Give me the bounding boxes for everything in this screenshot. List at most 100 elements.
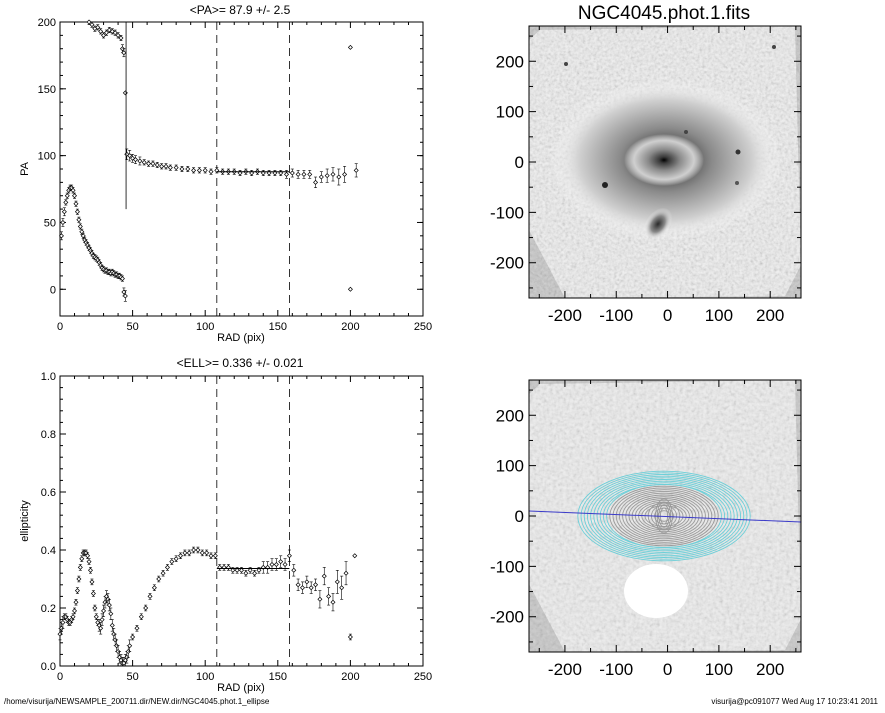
pa-ytick-label: 0 (50, 284, 56, 296)
pa-data-point (318, 174, 324, 180)
ell-data-point (278, 559, 284, 565)
pa-data-point (77, 223, 83, 229)
ell-xtick-label: 150 (269, 671, 287, 683)
ell-data-point (151, 585, 157, 591)
ell-data-point (352, 553, 358, 559)
isophote-ellipse (596, 480, 732, 552)
galaxy-ytick-label: 100 (496, 103, 524, 122)
pa-data-point (330, 171, 336, 177)
pa-data-point (122, 293, 128, 299)
ell-xtick-label: 50 (126, 671, 138, 683)
galaxy-image-axis-ticks: -200 -100 0 100 200 -200 -100 0 100 200 (490, 26, 801, 325)
galaxy-image-panel: NGC4045.phot.1.fits -200 -100 0 100 200-200-… (490, 3, 802, 325)
pa-data-point (159, 163, 165, 169)
isophote-ytick-label: 0 (515, 507, 524, 526)
ell-data-point (326, 593, 332, 599)
ell-data-point (234, 567, 240, 573)
ell-data-point (101, 608, 107, 614)
ell-data-point (195, 547, 201, 553)
ell-data-point (134, 625, 140, 631)
ell-data-point (330, 599, 336, 605)
pa-data-point (347, 44, 353, 50)
ell-data-point (79, 556, 85, 562)
ell-data-point (89, 579, 95, 585)
pa-data-point (86, 19, 92, 25)
pa-data-point (301, 171, 307, 177)
ell-data-point (108, 611, 114, 617)
isophote-ellipse (631, 498, 697, 534)
ell-data-point (286, 553, 292, 559)
galaxy-ytick-label: -200 (490, 254, 524, 273)
ell-data-point (199, 550, 205, 556)
ell-data-point (334, 579, 340, 585)
ell-data-point (243, 570, 249, 576)
ell-data-point (77, 564, 83, 570)
ell-data-point (143, 605, 149, 611)
ell-xtick-label: 100 (196, 671, 214, 683)
pa-xtick-label: 50 (126, 321, 138, 333)
pa-data-point (347, 286, 353, 292)
pa-data-point (141, 159, 147, 165)
pa-data-point (103, 30, 109, 36)
pa-data-point (80, 233, 86, 239)
pa-data-point (336, 174, 342, 180)
isophote-xtick-label: -100 (599, 660, 633, 679)
ell-data-point (156, 576, 162, 582)
ell-data-point (347, 634, 353, 640)
ell-panel: <ELL>= 0.336 +/- 0.021 0 50 100 150 200 250 0.… (19, 356, 432, 694)
pa-data-point (101, 32, 107, 38)
ell-ytick-label: 0.6 (41, 487, 56, 499)
isophote-ytick-label: -100 (490, 557, 524, 576)
ell-data-point (313, 582, 319, 588)
isophote-ellipse (580, 472, 748, 560)
ell-data-point (173, 556, 179, 562)
pa-data-point (185, 166, 191, 172)
pa-data-point (112, 30, 118, 36)
pa-data-point (154, 162, 160, 168)
pa-xtick-label: 150 (269, 321, 287, 333)
pa-data-point (95, 24, 101, 30)
ell-data-point (92, 605, 98, 611)
isophote-ellipse (609, 485, 719, 547)
pa-ytick-label: 100 (38, 151, 56, 163)
ell-data-point (269, 562, 275, 567)
ell-data-point (182, 550, 188, 556)
ell-data-point (74, 588, 80, 594)
ell-data-point (76, 576, 82, 582)
pa-data-point (118, 35, 124, 41)
isophote-ytick-label: 100 (496, 457, 524, 476)
pa-data-point (61, 209, 67, 215)
ell-ytick-label: 0.0 (41, 661, 56, 673)
pa-data-point (133, 157, 138, 163)
pa-xtick-label: 100 (196, 321, 214, 333)
isophote-ellipse (593, 479, 735, 553)
isophote-ellipse (599, 482, 729, 550)
pa-data-point (163, 163, 169, 169)
ell-data-point (178, 553, 184, 559)
pa-data-point (179, 166, 185, 172)
ell-panel-title: <ELL>= 0.336 +/- 0.021 (177, 356, 304, 370)
ell-xtick-label: 0 (57, 671, 63, 683)
pa-data-point (73, 201, 79, 207)
galaxy-xtick-label: -100 (599, 306, 633, 325)
ell-data-point (130, 634, 136, 640)
ell-ytick-label: 0.4 (41, 545, 56, 557)
ell-data-point (247, 567, 253, 573)
ell-data-point (256, 567, 262, 573)
ell-data-point (70, 614, 76, 620)
pa-data-point (63, 199, 69, 205)
ell-data-point (138, 614, 144, 620)
pa-data-point (119, 276, 125, 282)
ell-data-point (339, 585, 345, 591)
pa-panel-title: <PA>= 87.9 +/- 2.5 (190, 3, 291, 17)
ell-data-point (239, 567, 244, 573)
pa-ylabel: PA (19, 161, 31, 176)
ell-xlabel: RAD (pix) (217, 682, 265, 694)
user-timestamp-footer: visurija@pc091077 Wed Aug 17 10:23:41 20… (711, 697, 878, 706)
ell-data-point (282, 562, 288, 567)
ell-data-point (93, 614, 99, 620)
ell-data-point (186, 550, 192, 556)
pa-data-point (167, 165, 173, 171)
ell-data-point (72, 608, 78, 614)
pa-data-point (191, 167, 197, 173)
